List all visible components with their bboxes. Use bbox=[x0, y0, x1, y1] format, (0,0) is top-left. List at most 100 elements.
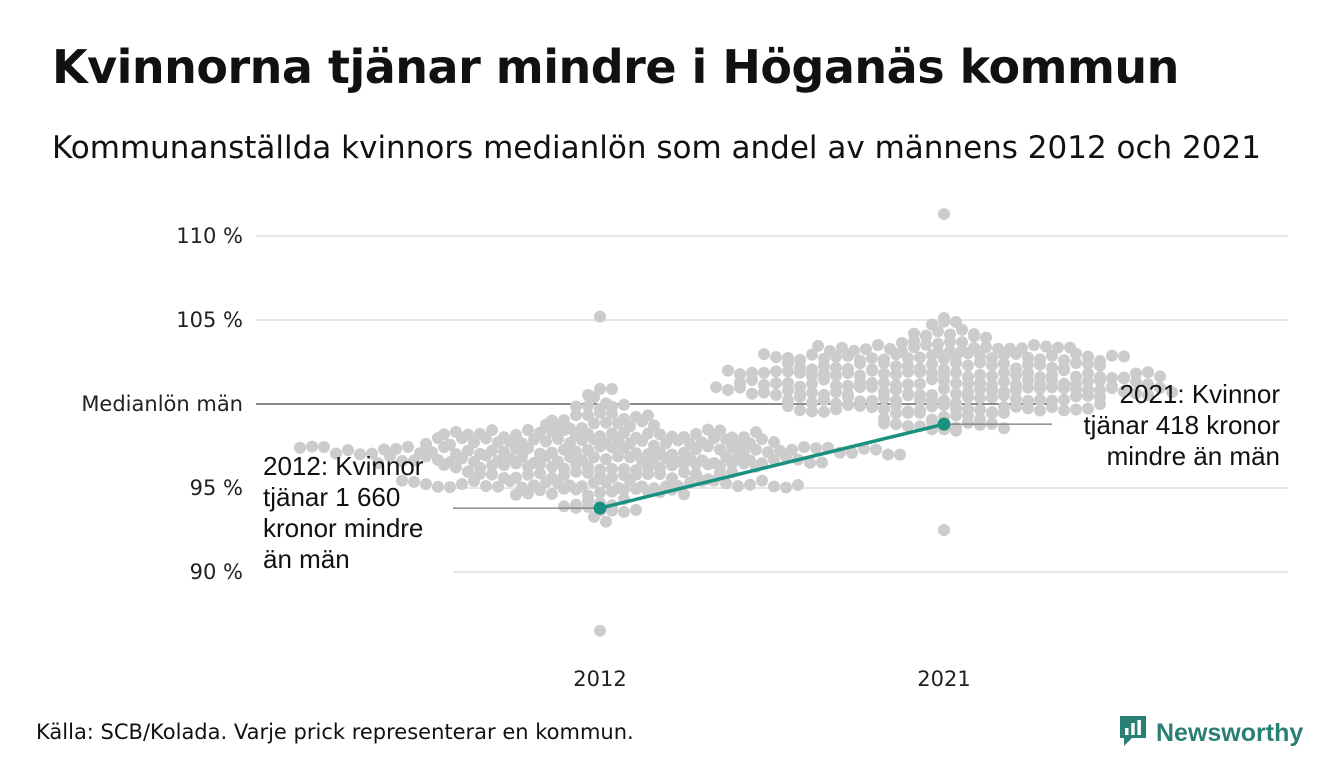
kommun-dot bbox=[998, 422, 1010, 435]
y-tick-label: 110 % bbox=[176, 224, 243, 248]
kommun-dot bbox=[818, 405, 830, 418]
kommun-dot bbox=[600, 416, 612, 429]
x-tick-label: 2012 bbox=[573, 667, 626, 691]
newsworthy-icon bbox=[1118, 714, 1148, 752]
kommun-dot bbox=[890, 383, 902, 396]
kommun-dot bbox=[830, 369, 842, 382]
kommun-dot bbox=[618, 505, 630, 518]
kommun-dot bbox=[402, 440, 414, 453]
kommun-dot bbox=[896, 337, 908, 350]
hoganas-point bbox=[937, 417, 951, 431]
kommun-dot bbox=[624, 451, 636, 464]
kommun-dot bbox=[534, 484, 546, 497]
kommun-dot bbox=[938, 208, 950, 221]
kommun-dot bbox=[962, 359, 974, 372]
kommun-dot bbox=[956, 323, 968, 336]
kommun-dot bbox=[1010, 347, 1022, 360]
kommun-dot bbox=[552, 432, 564, 445]
kommun-dot bbox=[648, 419, 660, 432]
annotation-line: tjänar 1 660 bbox=[263, 482, 400, 512]
kommun-dot bbox=[1142, 366, 1154, 379]
kommun-dot bbox=[480, 432, 492, 445]
kommun-dot bbox=[722, 364, 734, 377]
annotation-line: tjänar 418 kronor bbox=[1083, 410, 1280, 440]
kommun-dot bbox=[432, 432, 444, 445]
kommun-dot bbox=[594, 486, 606, 499]
kommun-dot bbox=[986, 370, 998, 383]
kommun-dot bbox=[576, 434, 588, 447]
kommun-dot bbox=[734, 368, 746, 381]
kommun-dot bbox=[926, 349, 938, 362]
annotation-line: mindre än män bbox=[1107, 441, 1280, 471]
brand-logo[interactable]: Newsworthy bbox=[1118, 714, 1303, 752]
kommun-dot bbox=[744, 478, 756, 491]
annotation-line: än män bbox=[263, 544, 350, 574]
kommun-dot bbox=[770, 365, 782, 378]
kommun-dot bbox=[342, 444, 354, 457]
kommun-dot bbox=[492, 436, 504, 449]
kommun-dot bbox=[1094, 398, 1106, 411]
kommun-dot bbox=[950, 387, 962, 400]
kommun-dot bbox=[522, 424, 534, 437]
kommun-dot bbox=[600, 515, 612, 528]
kommun-dot bbox=[618, 483, 630, 496]
kommun-dot bbox=[546, 487, 558, 500]
kommun-dot bbox=[1070, 403, 1082, 416]
kommun-dot bbox=[540, 435, 552, 448]
kommun-dot bbox=[672, 434, 684, 447]
kommun-dot bbox=[908, 341, 920, 354]
kommun-dot bbox=[914, 393, 926, 406]
kommun-dot bbox=[732, 480, 744, 493]
kommun-dot bbox=[914, 377, 926, 390]
kommun-dot bbox=[486, 468, 498, 481]
kommun-dot bbox=[938, 315, 950, 328]
kommun-dot bbox=[1034, 382, 1046, 395]
kommun-dot bbox=[986, 391, 998, 404]
kommun-dot bbox=[710, 381, 722, 394]
kommun-dot bbox=[914, 366, 926, 379]
kommun-dot bbox=[1094, 359, 1106, 372]
kommun-dot bbox=[974, 356, 986, 369]
kommun-dot bbox=[1094, 374, 1106, 387]
kommun-dot bbox=[806, 396, 818, 409]
kommun-dot bbox=[1058, 382, 1070, 395]
kommun-dot bbox=[854, 357, 866, 370]
kommun-dot bbox=[1058, 364, 1070, 377]
kommun-dot bbox=[570, 483, 582, 496]
kommun-dot bbox=[756, 474, 768, 487]
kommun-dot bbox=[654, 428, 666, 441]
kommun-dot bbox=[606, 462, 618, 475]
kommun-dot bbox=[1070, 356, 1082, 369]
y-tick-label: 90 % bbox=[190, 560, 243, 584]
kommun-dot bbox=[480, 449, 492, 462]
kommun-dot bbox=[1154, 370, 1166, 383]
kommun-dot bbox=[1022, 381, 1034, 394]
kommun-dot bbox=[890, 418, 902, 431]
kommun-dot bbox=[894, 448, 906, 461]
kommun-dot bbox=[780, 450, 792, 463]
kommun-dot bbox=[666, 459, 678, 472]
kommun-dot bbox=[444, 481, 456, 494]
kommun-dot bbox=[932, 325, 944, 338]
kommun-dot bbox=[1118, 350, 1130, 363]
kommun-dot bbox=[456, 432, 468, 445]
kommun-dot bbox=[450, 461, 462, 474]
kommun-dot bbox=[792, 479, 804, 492]
kommun-dot bbox=[794, 366, 806, 379]
kommun-dot bbox=[770, 377, 782, 390]
chart-title: Kvinnorna tjänar mindre i Höganäs kommun bbox=[52, 40, 1179, 94]
kommun-dot bbox=[1022, 402, 1034, 415]
kommun-dot bbox=[570, 400, 582, 413]
kommun-dot bbox=[758, 366, 770, 379]
kommun-dot bbox=[396, 474, 408, 487]
kommun-dot bbox=[938, 399, 950, 412]
kommun-dot bbox=[890, 348, 902, 361]
kommun-dot bbox=[702, 423, 714, 436]
kommun-dot bbox=[690, 458, 702, 471]
kommun-dot bbox=[384, 450, 396, 463]
kommun-dot bbox=[816, 456, 828, 469]
kommun-dot bbox=[854, 399, 866, 412]
kommun-dot bbox=[1010, 384, 1022, 397]
kommun-dot bbox=[870, 443, 882, 456]
